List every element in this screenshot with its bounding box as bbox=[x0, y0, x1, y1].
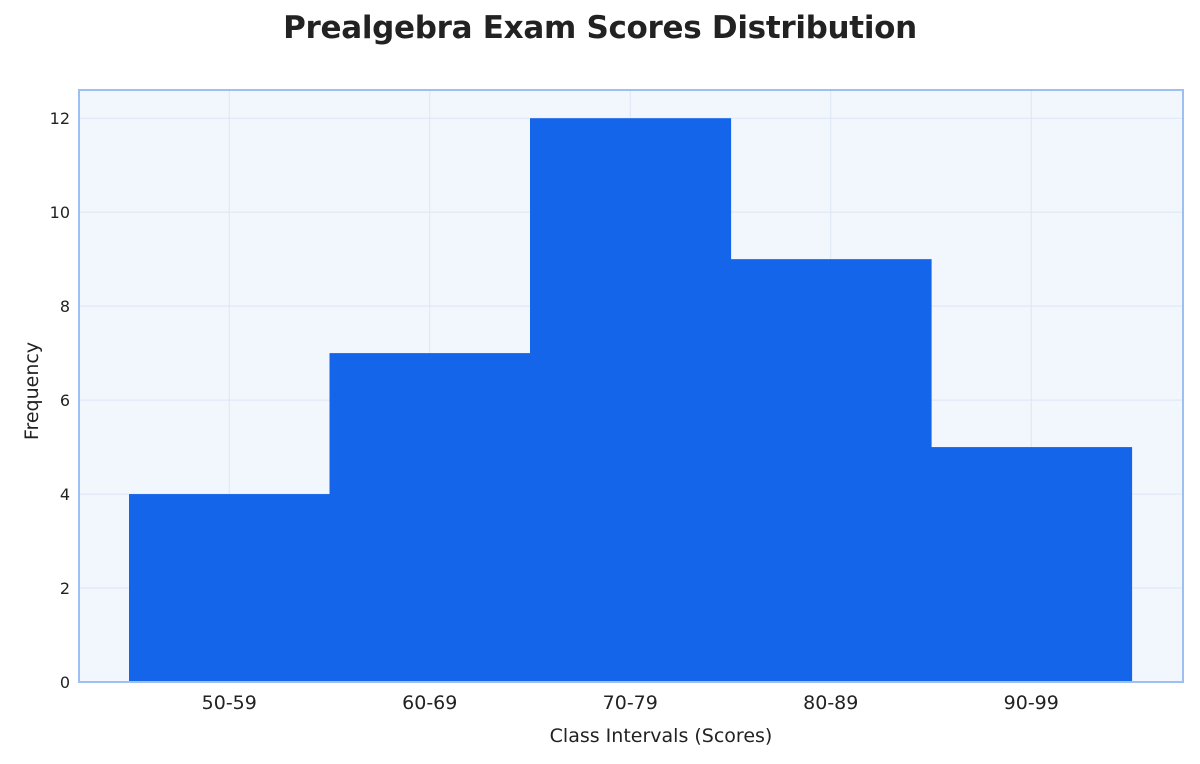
x-tick-label: 90-99 bbox=[1004, 692, 1059, 714]
x-axis-ticks: 50-59 60-69 70-79 80-89 90-99 bbox=[202, 692, 1059, 714]
bar-50-59 bbox=[129, 494, 331, 682]
y-tick-label: 2 bbox=[60, 579, 70, 598]
y-tick-label: 0 bbox=[60, 673, 70, 692]
x-tick-label: 70-79 bbox=[603, 692, 658, 714]
bar-60-69 bbox=[329, 353, 531, 682]
bar-90-99 bbox=[931, 447, 1133, 682]
y-tick-label: 6 bbox=[60, 391, 70, 410]
bars bbox=[129, 118, 1133, 682]
bar-70-79 bbox=[530, 118, 732, 682]
x-tick-label: 80-89 bbox=[803, 692, 858, 714]
bar-80-89 bbox=[730, 259, 932, 682]
y-tick-label: 12 bbox=[50, 109, 70, 128]
chart-title: Prealgebra Exam Scores Distribution bbox=[283, 10, 917, 46]
y-tick-label: 8 bbox=[60, 297, 70, 316]
x-axis-label: Class Intervals (Scores) bbox=[550, 725, 773, 747]
y-tick-label: 4 bbox=[60, 485, 70, 504]
y-tick-label: 10 bbox=[50, 203, 70, 222]
plot-border bbox=[78, 89, 1184, 683]
x-tick-label: 50-59 bbox=[202, 692, 257, 714]
y-axis-label: Frequency bbox=[21, 342, 43, 440]
x-tick-label: 60-69 bbox=[402, 692, 457, 714]
y-axis-ticks: 0 2 4 6 8 10 12 bbox=[50, 109, 70, 692]
